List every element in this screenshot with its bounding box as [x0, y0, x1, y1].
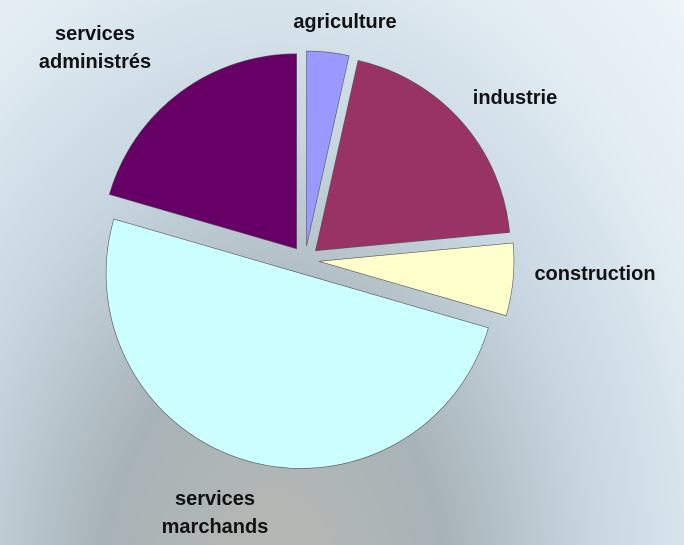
- slice-label: industrie: [472, 87, 558, 109]
- pie-slice: [306, 50, 350, 247]
- pie-slice: [105, 218, 489, 469]
- slice-label: services marchands: [161, 488, 269, 538]
- pie-slice: [108, 53, 297, 250]
- slice-label: agriculture: [293, 11, 397, 33]
- pie-slice: [318, 242, 515, 317]
- slice-label: services administrés: [38, 23, 152, 73]
- pie-slice: [315, 60, 510, 252]
- slice-label: construction: [534, 263, 656, 285]
